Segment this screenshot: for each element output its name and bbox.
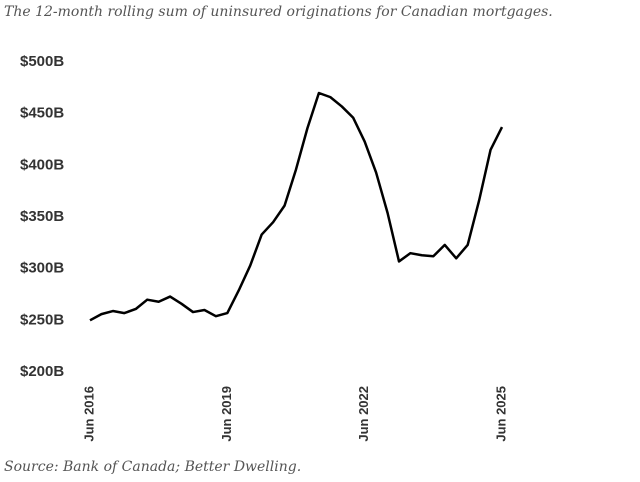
x-tick-label: Jun 2022 [356, 386, 371, 442]
y-tick-label: $400B [20, 156, 64, 173]
data-line [89, 91, 504, 322]
y-tick-label: $250B [20, 311, 64, 328]
source-note: Source: Bank of Canada; Better Dwelling. [4, 459, 301, 475]
x-tick-label: Jun 2016 [81, 386, 96, 442]
x-tick-label: Jun 2025 [493, 386, 508, 442]
x-tick-label: Jun 2019 [219, 386, 234, 442]
y-tick-label: $450B [20, 105, 64, 122]
y-tick-label: $300B [20, 260, 64, 277]
y-tick-label: $500B [20, 53, 64, 70]
y-tick-label: $200B [20, 363, 64, 380]
y-tick-label: $350B [20, 208, 64, 225]
chart-title: The 12-month rolling sum of uninsured or… [4, 4, 553, 20]
